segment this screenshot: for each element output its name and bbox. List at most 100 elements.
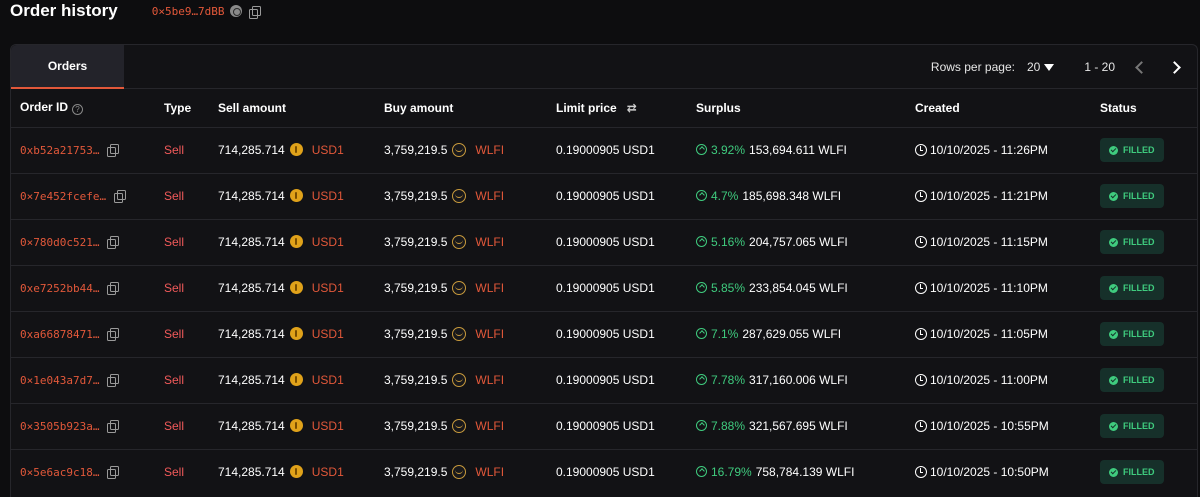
buy-token-symbol[interactable]: WLFI: [475, 235, 505, 249]
table-row[interactable]: 0×3505b923a… Sell 714,285.714 USD1 3,759,…: [11, 402, 1197, 449]
surplus-amount: 153,694.611 WLFI: [749, 143, 847, 157]
order-id-link[interactable]: 0×780d0c521…: [20, 236, 100, 249]
status: FILLED: [1100, 310, 1197, 357]
sell-amount: 714,285.714 USD1: [218, 448, 384, 495]
created: 10/10/2025 - 10:50PM: [915, 448, 1100, 495]
surplus: 5.85% 233,854.045 WLFI: [696, 264, 915, 311]
sell-token-symbol[interactable]: USD1: [311, 419, 344, 433]
surplus-amount: 185,698.348 WLFI: [742, 189, 842, 203]
buy-token-symbol[interactable]: WLFI: [475, 419, 505, 433]
order-type: Sell: [164, 172, 218, 219]
sell-token-symbol[interactable]: USD1: [311, 143, 344, 157]
created: 10/10/2025 - 11:21PM: [915, 172, 1100, 219]
surplus: 3.92% 153,694.611 WLFI: [696, 126, 915, 173]
sell-token-symbol[interactable]: USD1: [311, 235, 344, 249]
order-id-link[interactable]: 0×5e6ac9c18…: [20, 466, 100, 480]
info-icon[interactable]: ?: [72, 104, 84, 116]
copy-icon[interactable]: [107, 420, 120, 433]
chevron-left-icon[interactable]: [1135, 60, 1148, 74]
status-badge: FILLED: [1100, 276, 1164, 300]
status: FILLED: [1100, 402, 1197, 449]
created: 10/10/2025 - 11:15PM: [915, 218, 1100, 265]
table-row[interactable]: 0xa66878471… Sell 714,285.714 USD1 3,759,…: [11, 310, 1197, 357]
check-circle-icon: [1109, 283, 1118, 293]
surplus-up-icon: [696, 420, 707, 431]
surplus-up-icon: [696, 144, 707, 155]
table-row[interactable]: 0xb52a21753… Sell 714,285.714 USD1 3,759,…: [11, 126, 1197, 173]
order-type: Sell: [164, 126, 218, 173]
chevron-right-icon[interactable]: [1168, 60, 1181, 74]
sell-token-symbol[interactable]: USD1: [311, 465, 344, 480]
usd1-token-icon: [289, 465, 303, 479]
status: FILLED: [1100, 356, 1197, 403]
surplus-up-icon: [696, 374, 707, 385]
order-id-link[interactable]: 0xe7252bb44…: [20, 282, 100, 295]
copy-icon[interactable]: [107, 328, 120, 341]
limit-price: 0.19000905 USD1: [556, 448, 696, 495]
buy-token-symbol[interactable]: WLFI: [475, 465, 505, 480]
rows-per-page-label: Rows per page:: [930, 60, 1015, 74]
buy-amount: 3,759,219.5 WLFI: [384, 264, 556, 311]
table-row[interactable]: 0×7e452fcefe… Sell 714,285.714 USD1 3,759…: [11, 172, 1197, 219]
order-id-link[interactable]: 0xb52a21753…: [20, 144, 100, 157]
buy-token-symbol[interactable]: WLFI: [475, 373, 505, 387]
buy-amount: 3,759,219.5 WLFI: [384, 218, 556, 265]
orders-panel: Orders Rows per page: 20 1 - 20 Order ID…: [10, 44, 1198, 497]
buy-token-symbol[interactable]: WLFI: [475, 143, 505, 157]
sell-token-symbol[interactable]: USD1: [311, 189, 344, 203]
order-id-link[interactable]: 0×7e452fcefe…: [20, 190, 107, 203]
address-identicon-icon: [229, 5, 242, 17]
order-id-link[interactable]: 0×3505b923a…: [20, 420, 100, 433]
order-type: Sell: [164, 402, 218, 449]
swap-icon[interactable]: ⇄: [626, 100, 637, 115]
sell-token-symbol[interactable]: USD1: [311, 373, 344, 387]
surplus-percent: 5.16%: [711, 235, 746, 249]
limit-price: 0.19000905 USD1: [556, 402, 696, 449]
wlfi-token-icon: [452, 419, 467, 433]
caret-down-icon: [1044, 63, 1055, 71]
status: FILLED: [1100, 218, 1197, 265]
table-row[interactable]: 0×1e043a7d7… Sell 714,285.714 USD1 3,759,…: [11, 356, 1197, 403]
limit-price: 0.19000905 USD1: [556, 126, 696, 173]
rows-per-page-value: 20: [1026, 60, 1041, 74]
wlfi-token-icon: [452, 189, 467, 203]
order-type: Sell: [164, 448, 218, 495]
surplus-percent: 5.85%: [711, 281, 746, 295]
copy-icon[interactable]: [107, 144, 120, 157]
rows-per-page-select[interactable]: 20: [1026, 60, 1055, 74]
buy-token-symbol[interactable]: WLFI: [475, 327, 505, 341]
buy-token-symbol[interactable]: WLFI: [475, 281, 505, 295]
table-row[interactable]: 0×780d0c521… Sell 714,285.714 USD1 3,759,…: [11, 218, 1197, 265]
clock-icon: [915, 328, 927, 340]
clock-icon: [915, 282, 927, 294]
status: FILLED: [1100, 172, 1197, 219]
created: 10/10/2025 - 11:10PM: [915, 264, 1100, 311]
sell-token-symbol[interactable]: USD1: [311, 327, 344, 341]
order-type: Sell: [164, 264, 218, 311]
wallet-address[interactable]: 0×5be9…7dBB: [151, 4, 225, 18]
table-row[interactable]: 0xe7252bb44… Sell 714,285.714 USD1 3,759,…: [11, 264, 1197, 311]
sell-amount: 714,285.714 USD1: [218, 264, 384, 311]
sell-amount: 714,285.714 USD1: [218, 402, 384, 449]
wlfi-token-icon: [452, 327, 467, 341]
copy-icon[interactable]: [107, 282, 120, 295]
copy-icon[interactable]: [107, 374, 120, 387]
wlfi-token-icon: [452, 373, 467, 387]
status-badge: FILLED: [1100, 230, 1164, 254]
order-type: Sell: [164, 356, 218, 403]
order-id-link[interactable]: 0xa66878471…: [20, 328, 100, 341]
col-surplus: Surplus: [696, 100, 741, 115]
col-limit-price: Limit price ⇄: [556, 100, 637, 115]
order-id-link[interactable]: 0×1e043a7d7…: [20, 374, 100, 387]
panel-toolbar: Orders Rows per page: 20 1 - 20: [11, 45, 1197, 89]
buy-token-symbol[interactable]: WLFI: [475, 189, 505, 203]
tab-orders[interactable]: Orders: [11, 45, 124, 89]
col-buy-amount: Buy amount: [384, 100, 454, 115]
copy-icon[interactable]: [248, 5, 261, 19]
copy-icon[interactable]: [107, 236, 120, 249]
table-row[interactable]: 0×5e6ac9c18… Sell 714,285.714 USD1 3,759,…: [11, 448, 1197, 495]
sell-token-symbol[interactable]: USD1: [311, 281, 344, 295]
copy-icon[interactable]: [107, 466, 120, 480]
surplus: 4.7% 185,698.348 WLFI: [696, 172, 915, 219]
copy-icon[interactable]: [114, 190, 127, 203]
